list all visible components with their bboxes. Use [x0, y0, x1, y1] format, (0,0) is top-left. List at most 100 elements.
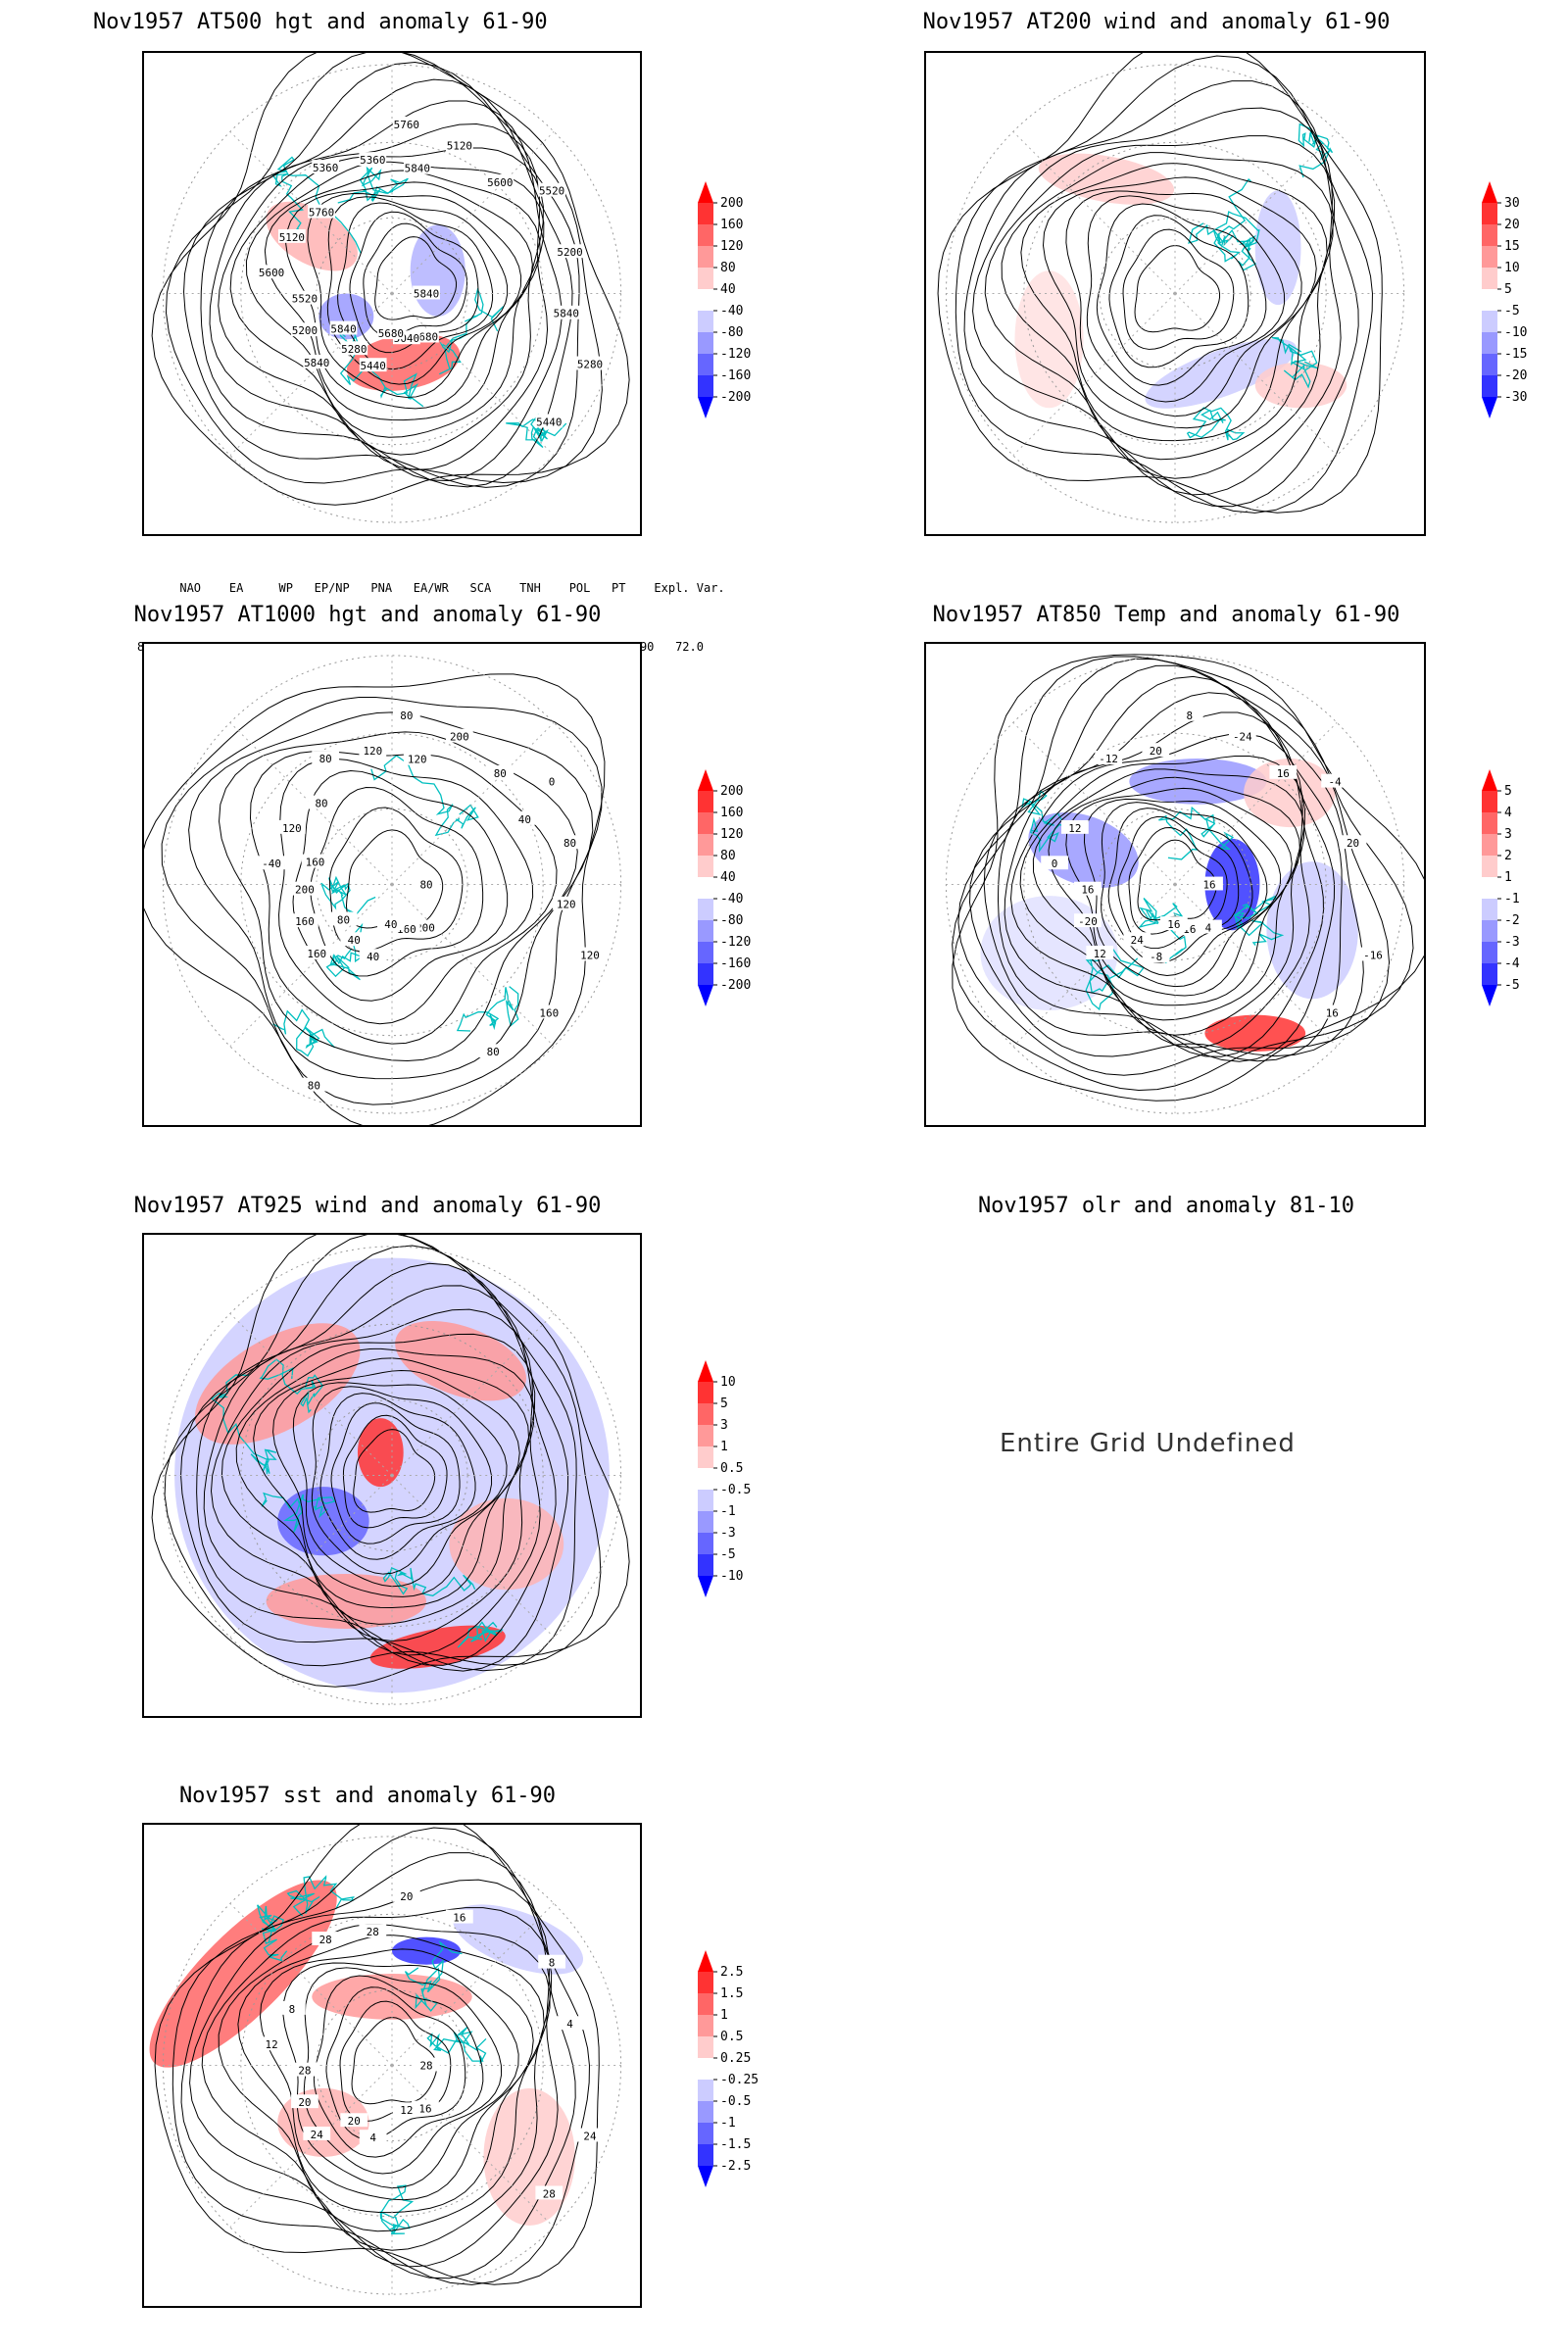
contour-label: -40: [262, 858, 281, 870]
colorbar-label: 80: [720, 261, 736, 275]
contour-label: 5200: [557, 246, 582, 259]
colorbar-band: [698, 289, 713, 311]
latitude-circle: [316, 808, 468, 961]
colorbar-band: [698, 268, 713, 289]
colorbar-label: 15: [1504, 239, 1520, 254]
colorbar-band: [698, 1403, 713, 1425]
contour-label: 5680: [378, 327, 404, 340]
anomaly-shading: [194, 1323, 361, 1445]
coastline: [379, 2184, 415, 2235]
colorbar-label: 20: [1504, 218, 1520, 232]
colorbar-label: -3: [1504, 935, 1520, 950]
colorbar-band: [1482, 877, 1497, 899]
coastline: [1271, 336, 1318, 389]
contour-label: 20: [1347, 837, 1359, 850]
contour-label: 12: [1094, 948, 1106, 960]
map-200-wind: [924, 51, 1426, 536]
contour-label: 8: [1187, 710, 1194, 722]
colorbar-label: 1.5: [720, 1986, 743, 2001]
contour-label: 5200: [292, 324, 318, 337]
colorbar-band: [698, 1554, 713, 1576]
contour-label: 120: [580, 949, 600, 961]
colorbar-label: -3: [720, 1526, 736, 1541]
colorbar-arrow-bottom: [698, 1576, 713, 1597]
contour-line: [278, 758, 534, 1025]
colorbar-500: 200 160 120 80 40 -40 -80 -120 -160 -200: [686, 172, 764, 446]
colorbar-arrow-top: [698, 769, 713, 791]
latitude-circle: [1023, 141, 1327, 446]
colorbar-band: [698, 1382, 713, 1403]
contour-line: [161, 696, 603, 1105]
colorbar-band: [698, 856, 713, 877]
contour-label: 16: [1167, 918, 1180, 931]
latitude-circle: [1023, 732, 1327, 1037]
colorbar-band: [698, 942, 713, 963]
colorbar-band: [698, 375, 713, 397]
latitude-circle: [316, 1988, 468, 2142]
colorbar-label: 3: [1504, 827, 1512, 842]
indices-header: NAO EA WP EP/NP PNA EA/WR SCA TNH POL PT…: [137, 581, 725, 595]
colorbar-label: -2: [1504, 913, 1520, 928]
contour-label: 5120: [447, 140, 472, 153]
panel-title-1000: Nov1957 AT1000 hgt and anomaly 61-90: [133, 603, 602, 627]
colorbar-label: 1: [1504, 870, 1512, 885]
colorbar-label: 2: [1504, 849, 1512, 863]
panel-title-200: Nov1957 AT200 wind and anomaly 61-90: [922, 10, 1391, 34]
colorbar-band: [698, 1468, 713, 1490]
contour-line: [154, 1825, 600, 2285]
colorbar-arrow-bottom: [698, 985, 713, 1006]
coastline: [320, 875, 376, 918]
contour-label: 28: [298, 2065, 311, 2078]
anomaly-shading: [1014, 270, 1084, 409]
contour-label: 5840: [405, 163, 430, 175]
colorbar-band: [698, 920, 713, 942]
anomaly-shading: [1254, 190, 1301, 306]
contour-line: [1032, 768, 1305, 1021]
contour-label: 5600: [259, 267, 284, 279]
contour-line: [1001, 152, 1334, 461]
coastline: [1212, 178, 1251, 263]
contour-label: 20: [1150, 745, 1162, 758]
contour-label: 40: [348, 934, 361, 947]
contour-line: [1134, 244, 1221, 333]
map-sst: 28 24 20 16 12 8 4 28 24 20 16 12 8 4 20 28 28 28: [142, 1823, 642, 2308]
colorbar-label: -80: [720, 913, 743, 928]
contour-line: [188, 711, 594, 1080]
contour-label: -4: [1329, 776, 1343, 789]
colorbar-label: -0.25: [720, 2073, 759, 2087]
coastline: [211, 1374, 277, 1475]
colorbar-label: 120: [720, 239, 743, 254]
colorbar-1000: 200 160 120 80 40 -40 -80 -120 -160 -200: [686, 760, 764, 1034]
anomaly-shading: [392, 1936, 462, 1965]
contour-line: [272, 1369, 520, 1597]
contour-label: 200: [450, 731, 469, 744]
contour-label: 5840: [414, 287, 439, 300]
contour-line: [1122, 228, 1235, 350]
colorbar-band: [1482, 203, 1497, 224]
colorbar-band: [698, 246, 713, 268]
contour-label: 5280: [577, 358, 603, 370]
contour-line: [310, 787, 484, 977]
contour-label: 24: [583, 2130, 597, 2142]
colorbar-band: [698, 1446, 713, 1468]
contour-label: 16: [418, 2102, 431, 2115]
colorbar-label: 5: [1504, 282, 1512, 297]
panel-title-sst: Nov1957 sst and anomaly 61-90: [178, 1784, 557, 1808]
contour-label: 8: [549, 1957, 556, 1970]
anomaly-shading: [1266, 861, 1358, 1000]
contour-line: [330, 1402, 461, 1544]
contour-line: [201, 1907, 553, 2251]
contour-label: 0: [1052, 858, 1058, 870]
anomaly-shading: [1204, 1014, 1306, 1053]
colorbar-band: [698, 332, 713, 354]
contour-label: 80: [308, 1080, 320, 1093]
colorbar-band: [1482, 246, 1497, 268]
colorbar-band: [1482, 942, 1497, 963]
map-500-hgt: 5840 5840 5760 5680 5600 5520 5440 5360 5280 5200…: [142, 51, 642, 536]
latitude-circle: [240, 1323, 544, 1628]
coastline: [286, 1875, 355, 1917]
contour-label: 5360: [360, 154, 385, 167]
anomaly-shading: [410, 224, 466, 317]
colorbar-label: 30: [1504, 196, 1520, 211]
contour-label: 120: [557, 899, 576, 911]
